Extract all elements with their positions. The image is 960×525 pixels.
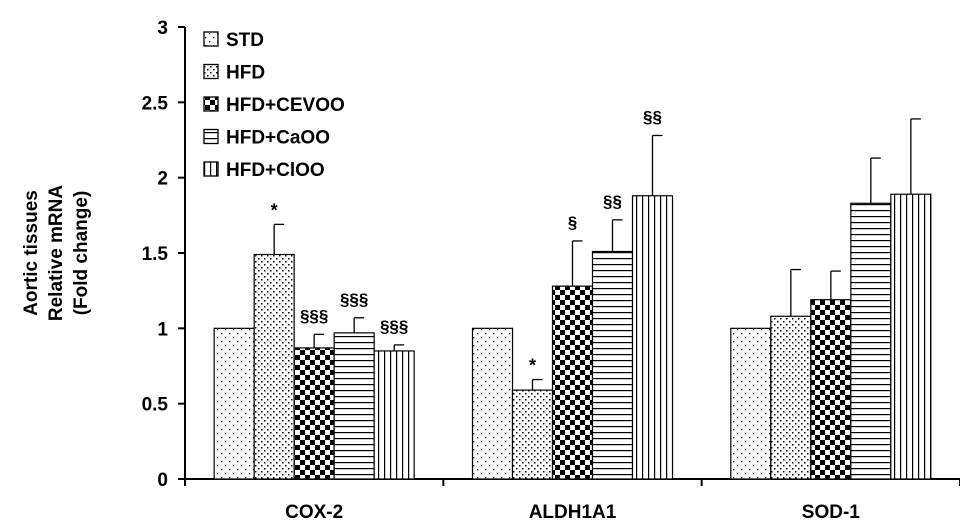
bar bbox=[631, 195, 674, 480]
bar bbox=[293, 347, 335, 480]
legend-swatch bbox=[203, 128, 219, 145]
y-axis: 0 0.5 1 1.5 2 2.5 3 bbox=[142, 18, 186, 491]
y-axis-label: Aortic tissues Relative mRNA (Fold change) bbox=[21, 185, 92, 321]
bar bbox=[333, 332, 375, 480]
y-tick-label: 3 bbox=[157, 18, 168, 39]
significance-annotation: * bbox=[271, 200, 278, 220]
y-axis-label-line: (Fold change) bbox=[71, 191, 92, 316]
x-axis: COX-2 ALDH1A1 SOD-1 bbox=[184, 478, 960, 523]
bar bbox=[511, 389, 554, 480]
legend: STD HFD HFD+CEVOO HFD+CaOO HFD+ClOO bbox=[203, 30, 345, 181]
x-category-label: COX-2 bbox=[285, 502, 343, 523]
bar bbox=[730, 327, 772, 480]
bar bbox=[213, 327, 255, 480]
legend-label: HFD bbox=[226, 63, 265, 84]
y-tick-label: 1.5 bbox=[142, 244, 169, 265]
y-tick-label: 2 bbox=[157, 169, 168, 190]
bar bbox=[850, 202, 892, 480]
bar bbox=[890, 193, 932, 480]
y-tick-label: 0 bbox=[157, 470, 168, 491]
bar bbox=[770, 315, 812, 480]
x-category-label: ALDH1A1 bbox=[529, 502, 617, 523]
significance-annotation: § bbox=[568, 213, 577, 232]
legend-swatch bbox=[203, 63, 219, 80]
bar bbox=[373, 350, 415, 480]
y-tick-label: 1 bbox=[157, 319, 168, 340]
significance-annotation: §§§ bbox=[300, 306, 328, 325]
bar bbox=[253, 253, 295, 480]
significance-annotation: §§§ bbox=[340, 290, 368, 309]
bar bbox=[471, 327, 514, 480]
y-axis-label-line: Relative mRNA bbox=[46, 185, 67, 321]
significance-annotation: §§ bbox=[603, 192, 622, 211]
significance-annotation: * bbox=[529, 356, 536, 376]
y-axis-label-line: Aortic tissues bbox=[21, 190, 42, 316]
bar bbox=[591, 250, 634, 480]
legend-label: HFD+CaOO bbox=[226, 128, 330, 149]
legend-swatch bbox=[203, 31, 219, 47]
significance-annotation: §§ bbox=[643, 107, 662, 126]
bar bbox=[810, 299, 852, 480]
y-tick-label: 0.5 bbox=[142, 395, 169, 416]
bar bbox=[551, 285, 594, 480]
y-tick-label: 2.5 bbox=[142, 93, 169, 114]
significance-annotation: §§§ bbox=[380, 317, 408, 336]
x-category-label: SOD-1 bbox=[802, 502, 861, 523]
legend-label: STD bbox=[226, 30, 264, 51]
legend-swatch bbox=[203, 96, 219, 112]
legend-label: HFD+ClOO bbox=[226, 160, 325, 181]
legend-label: HFD+CEVOO bbox=[226, 95, 345, 116]
legend-swatch bbox=[203, 161, 219, 177]
bars: *§§§§§§§§§*§§§§§ bbox=[213, 107, 932, 480]
